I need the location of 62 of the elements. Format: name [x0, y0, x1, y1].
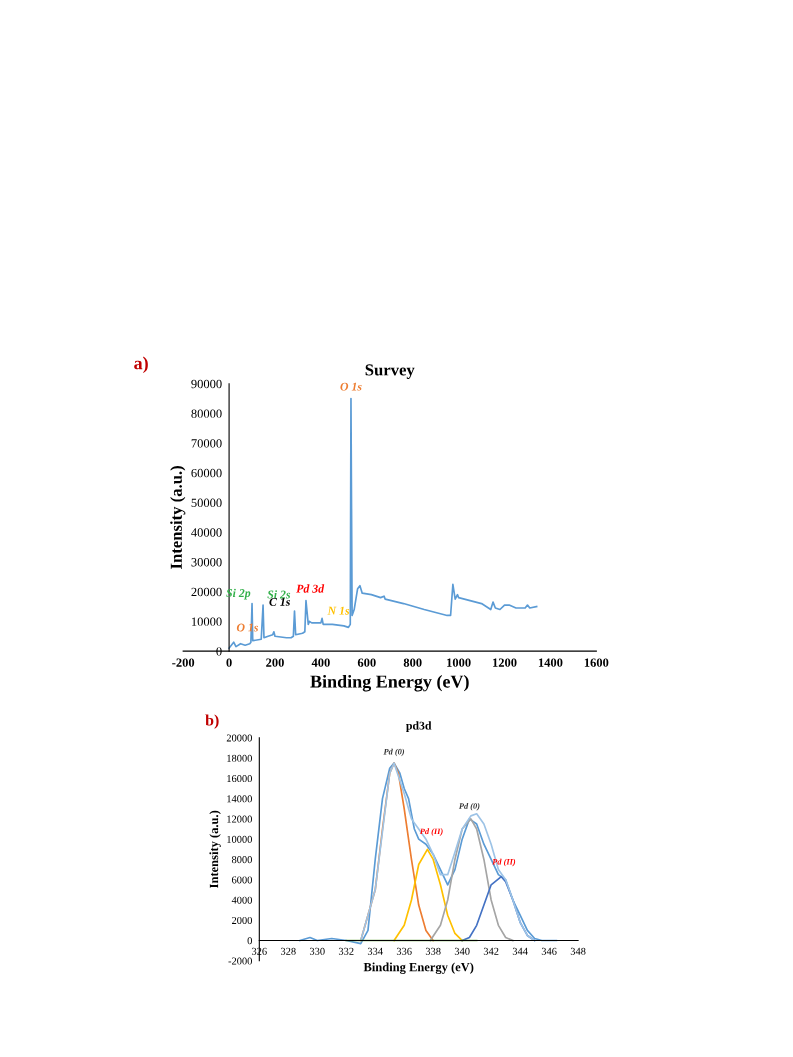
- x-tick-label: 1200: [493, 658, 517, 667]
- x-tick-label: 400: [311, 658, 330, 667]
- y-tick-label: 80000: [191, 409, 222, 418]
- y-tick-label: 8000: [231, 856, 252, 864]
- y-tick-label: 14000: [227, 795, 252, 803]
- y-tick-label: 2000: [231, 916, 252, 924]
- x-axis-title: Binding Energy (eV): [363, 962, 474, 974]
- y-tick-label: 6000: [231, 876, 252, 884]
- line-series: [429, 818, 514, 942]
- y-tick-label: 40000: [191, 528, 222, 537]
- annotation: N 1s: [327, 606, 350, 615]
- y-axis-title: Intensity (a.u.): [209, 810, 221, 888]
- y-tick-label: 16000: [227, 775, 252, 783]
- x-axis-title: Binding Energy (eV): [310, 674, 469, 692]
- x-tick-label: -200: [172, 658, 195, 667]
- x-tick-label: 330: [309, 947, 325, 955]
- annotation: C 1s: [269, 597, 290, 606]
- x-tick-label: 1400: [538, 658, 563, 667]
- x-tick-label: 334: [367, 947, 383, 955]
- line-series: [228, 397, 538, 649]
- annotation: O 1s: [340, 382, 362, 391]
- y-tick-label: 4000: [231, 896, 252, 904]
- y-tick-label: -2000: [228, 957, 252, 965]
- y-tick-label: 30000: [191, 558, 222, 567]
- x-tick-label: 342: [483, 947, 499, 955]
- x-tick-label: 332: [338, 947, 354, 955]
- y-tick-label: 60000: [191, 468, 222, 478]
- y-tick-label: 0: [247, 937, 252, 945]
- x-tick-label: 800: [403, 658, 422, 667]
- y-tick-label: 10000: [227, 835, 252, 843]
- chart-title: pd3d: [406, 721, 432, 732]
- y-tick-label: 50000: [191, 498, 222, 507]
- x-tick-label: 338: [425, 947, 441, 955]
- y-tick-label: 70000: [191, 439, 222, 448]
- chart-title: Survey: [365, 364, 415, 379]
- text: a): [134, 356, 148, 373]
- y-axis-title: Intensity (a.u.): [170, 466, 186, 569]
- y-tick-label: 10000: [191, 617, 222, 626]
- x-tick-label: 348: [570, 947, 586, 955]
- line-series: [359, 762, 536, 942]
- x-tick-label: 600: [357, 658, 376, 667]
- y-tick-label: 12000: [227, 815, 252, 823]
- y-tick-label: 20000: [191, 587, 222, 597]
- annotation: Pd (0): [458, 803, 480, 811]
- text: b): [205, 714, 219, 729]
- x-tick-label: 328: [280, 947, 296, 955]
- x-tick-label: 336: [396, 947, 412, 955]
- annotation: Pd (II): [492, 858, 516, 867]
- y-tick-label: 90000: [191, 379, 222, 389]
- annotation: Pd (II): [419, 828, 443, 836]
- x-tick-label: 1000: [447, 658, 471, 667]
- annotation: Pd 3d: [296, 584, 325, 593]
- x-tick-label: 1600: [584, 658, 609, 667]
- y-tick-label: 20000: [226, 734, 252, 742]
- x-tick-label: 200: [266, 658, 284, 667]
- line-series: [393, 848, 464, 942]
- annotation: Pd (0): [383, 748, 405, 757]
- x-tick-label: 346: [541, 947, 557, 955]
- x-tick-label: 340: [454, 947, 470, 955]
- y-tick-label: 18000: [227, 754, 252, 762]
- x-tick-label: 344: [512, 947, 528, 955]
- annotation: Si 2s: [267, 590, 291, 599]
